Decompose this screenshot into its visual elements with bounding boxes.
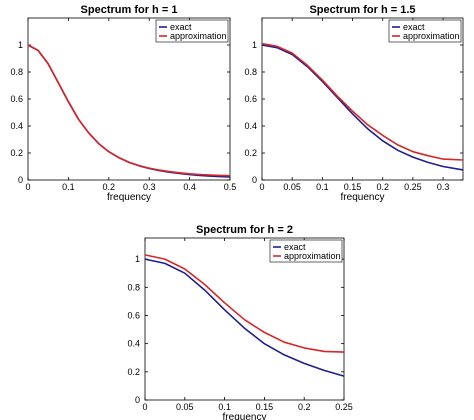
y-tick-label: 0 <box>135 395 140 405</box>
series-line-exact <box>261 44 464 171</box>
chart-h2: Spectrum for h = 2 0 0.05 0.1 0.15 0.2 0.25 0 0.… <box>127 224 352 420</box>
chart-h1: Spectrum for h = 1 0 0.1 0.2 0.3 0.4 0.5 0 0.2 0.… <box>10 4 236 203</box>
x-tick-label: 0.3 <box>143 182 156 192</box>
y-tick-label: 0 <box>252 175 257 185</box>
chart-title: Spectrum for h = 1 <box>81 4 178 16</box>
x-tick-label: 0.2 <box>298 402 311 412</box>
y-tick-label: 0.2 <box>244 148 257 158</box>
x-tick-label: 0.1 <box>62 182 75 192</box>
x-tick-label: 0 <box>259 182 264 192</box>
x-tick-label: 0.3 <box>437 182 450 192</box>
series-line-approximation <box>27 44 231 177</box>
legend-box <box>269 239 343 263</box>
y-tick-label: 0.4 <box>10 121 23 131</box>
y-tick-label: 1 <box>135 254 140 264</box>
y-tick-label: 1 <box>252 40 257 50</box>
legend-label: exact <box>284 242 306 252</box>
series-line-exact <box>27 44 231 178</box>
legend-label: exact <box>403 22 425 32</box>
chart-h1-5: Spectrum for h = 1.5 0 0.05 0.1 0.15 0.2 0.25 0… <box>244 4 464 203</box>
x-axis-label: frequency <box>341 192 385 203</box>
x-tick-label: 0.1 <box>316 182 329 192</box>
x-tick-label: 0 <box>25 182 30 192</box>
x-tick-label: 0.05 <box>283 182 301 192</box>
legend-box <box>155 19 229 43</box>
legend-label: approximation <box>403 31 460 41</box>
y-tick-label: 1 <box>18 40 23 50</box>
series-line-exact <box>144 258 345 377</box>
x-axis-label: frequency <box>107 192 151 203</box>
legend-box <box>388 19 462 43</box>
x-tick-label: 0.25 <box>404 182 422 192</box>
x-tick-label: 0.2 <box>376 182 389 192</box>
legend-label: exact <box>170 22 192 32</box>
x-tick-label: 0.4 <box>183 182 196 192</box>
x-tick-label: 0.05 <box>176 402 194 412</box>
plot-frame <box>144 237 345 401</box>
x-tick-label: 0.15 <box>256 402 274 412</box>
chart-title: Spectrum for h = 2 <box>196 224 293 236</box>
x-tick-label: 0.25 <box>335 402 353 412</box>
y-tick-label: 0.6 <box>127 310 140 320</box>
x-tick-label: 0.1 <box>218 402 231 412</box>
x-axis-label: frequency <box>223 412 267 420</box>
x-tick-label: 0 <box>142 402 147 412</box>
y-tick-label: 0 <box>18 175 23 185</box>
y-tick-label: 0.2 <box>10 148 23 158</box>
x-tick-label: 0.15 <box>344 182 362 192</box>
y-tick-label: 0.4 <box>244 121 257 131</box>
y-tick-label: 0.2 <box>127 367 140 377</box>
series-line-approximation <box>261 42 464 161</box>
y-tick-label: 0.4 <box>127 339 140 349</box>
chart-title: Spectrum for h = 1.5 <box>309 4 415 16</box>
y-tick-label: 0.8 <box>127 282 140 292</box>
y-tick-label: 0.6 <box>10 94 23 104</box>
y-tick-label: 0.8 <box>10 67 23 77</box>
series-line-approximation <box>144 254 345 353</box>
x-tick-label: 0.5 <box>224 182 237 192</box>
y-tick-label: 0.6 <box>244 94 257 104</box>
legend-label: approximation <box>284 251 341 261</box>
y-tick-label: 0.8 <box>244 67 257 77</box>
x-tick-label: 0.2 <box>103 182 116 192</box>
legend-label: approximation <box>170 31 227 41</box>
